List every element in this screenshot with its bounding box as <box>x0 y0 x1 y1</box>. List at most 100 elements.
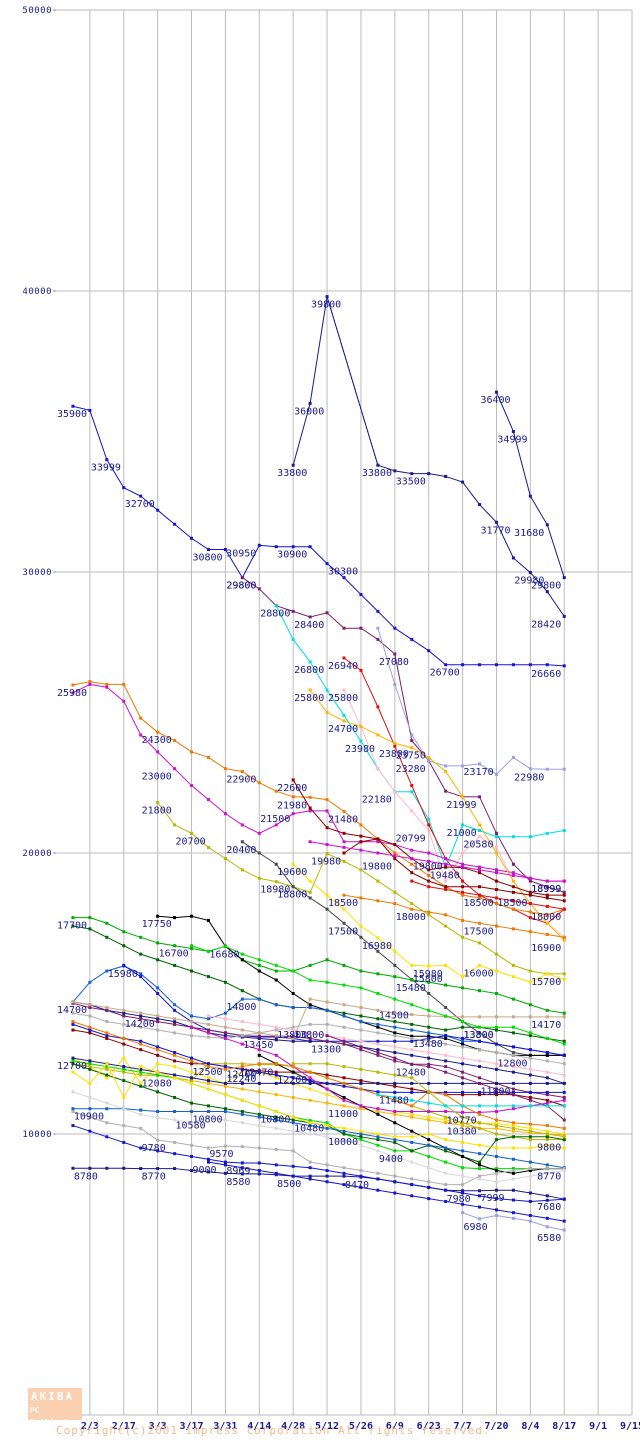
svg-text:14200: 14200 <box>125 1019 155 1030</box>
svg-text:28420: 28420 <box>531 619 561 630</box>
svg-text:8770: 8770 <box>142 1172 166 1183</box>
svg-text:7980: 7980 <box>447 1194 471 1205</box>
series-s48 <box>71 1062 566 1150</box>
svg-text:2/17: 2/17 <box>112 1421 136 1432</box>
svg-text:6580: 6580 <box>537 1233 561 1244</box>
svg-text:17700: 17700 <box>57 921 87 932</box>
svg-text:10000: 10000 <box>22 1130 52 1140</box>
svg-text:23280: 23280 <box>396 764 426 775</box>
akiba-logo-line2: PC Hotline! <box>30 1406 69 1427</box>
akiba-logo-line1: AKIBA <box>31 1390 75 1403</box>
svg-text:18000: 18000 <box>531 912 561 923</box>
svg-text:14800: 14800 <box>226 1002 256 1013</box>
svg-text:9800: 9800 <box>537 1143 561 1154</box>
svg-text:24300: 24300 <box>142 735 172 746</box>
svg-text:16980: 16980 <box>362 941 392 952</box>
svg-text:8770: 8770 <box>537 1172 561 1183</box>
svg-text:34999: 34999 <box>497 435 527 446</box>
svg-text:14500: 14500 <box>379 1011 409 1022</box>
svg-text:8969: 8969 <box>226 1166 250 1177</box>
svg-text:18000: 18000 <box>396 912 426 923</box>
svg-text:7680: 7680 <box>537 1202 561 1213</box>
svg-text:22600: 22600 <box>277 783 307 794</box>
svg-text:15980: 15980 <box>413 969 443 980</box>
svg-text:19980: 19980 <box>311 857 341 868</box>
series-s09 <box>71 680 566 917</box>
series-s08 <box>376 626 566 776</box>
svg-text:33999: 33999 <box>91 463 121 474</box>
svg-text:26800: 26800 <box>294 665 324 676</box>
svg-text:25800: 25800 <box>328 693 358 704</box>
svg-text:9000: 9000 <box>192 1165 216 1176</box>
svg-text:39800: 39800 <box>311 300 341 311</box>
copyright-footer: Copyright(c)2001 impress corporation All… <box>56 1388 576 1437</box>
svg-text:29980: 29980 <box>514 576 544 587</box>
svg-text:30950: 30950 <box>226 548 256 559</box>
svg-text:15700: 15700 <box>531 977 561 988</box>
svg-text:40000: 40000 <box>22 287 52 297</box>
svg-text:18500: 18500 <box>464 898 494 909</box>
series-s30 <box>71 997 566 1040</box>
svg-text:29800: 29800 <box>226 581 256 592</box>
series-group <box>71 295 566 1232</box>
svg-text:14170: 14170 <box>531 1020 561 1031</box>
svg-text:12700: 12700 <box>57 1061 87 1072</box>
svg-text:29800: 29800 <box>531 581 561 592</box>
svg-text:16700: 16700 <box>159 949 189 960</box>
svg-text:30900: 30900 <box>277 550 307 561</box>
svg-text:13800: 13800 <box>464 1030 494 1041</box>
svg-text:12200: 12200 <box>277 1075 307 1086</box>
x-axis-labels: 2/3 2/17 3/3 3/17 3/31 4/14 4/28 5/12 5/26 6/9 6/2… <box>81 1421 640 1432</box>
svg-text:20799: 20799 <box>396 834 426 845</box>
series-s41 <box>71 1124 566 1203</box>
svg-text:11800: 11800 <box>480 1086 510 1097</box>
svg-text:50000: 50000 <box>22 6 52 16</box>
svg-text:21500: 21500 <box>260 814 290 825</box>
series-s51 <box>308 840 566 883</box>
svg-text:3/3: 3/3 <box>149 1421 167 1432</box>
series-s25 <box>71 1011 566 1066</box>
svg-text:9570: 9570 <box>209 1149 233 1160</box>
svg-text:18980: 18980 <box>260 885 290 896</box>
svg-text:20700: 20700 <box>176 836 206 847</box>
svg-text:13450: 13450 <box>243 1040 273 1051</box>
akiba-logo: AKIBA PC Hotline! <box>28 1388 82 1427</box>
svg-text:17500: 17500 <box>464 926 494 937</box>
svg-text:33800: 33800 <box>277 468 307 479</box>
svg-text:11000: 11000 <box>328 1109 358 1120</box>
svg-text:18500: 18500 <box>328 898 358 909</box>
svg-text:26700: 26700 <box>430 668 460 679</box>
svg-text:23000: 23000 <box>142 772 172 783</box>
svg-text:31680: 31680 <box>514 528 544 539</box>
svg-text:33800: 33800 <box>362 468 392 479</box>
series-s10 <box>71 682 566 883</box>
svg-text:28800: 28800 <box>260 609 290 620</box>
series-s16 <box>291 862 566 984</box>
svg-text:7/20: 7/20 <box>484 1421 508 1432</box>
svg-text:17750: 17750 <box>142 919 172 930</box>
svg-text:21000: 21000 <box>447 828 477 839</box>
svg-text:23170: 23170 <box>464 767 494 778</box>
svg-text:8580: 8580 <box>226 1177 250 1188</box>
svg-text:12480: 12480 <box>396 1067 426 1078</box>
svg-text:11480: 11480 <box>379 1095 409 1106</box>
svg-text:30800: 30800 <box>192 553 222 564</box>
svg-text:16680: 16680 <box>209 949 239 960</box>
svg-text:19480: 19480 <box>430 871 460 882</box>
svg-text:8/17: 8/17 <box>552 1421 576 1432</box>
svg-text:20000: 20000 <box>22 849 52 859</box>
svg-text:36000: 36000 <box>294 406 324 417</box>
svg-text:23800: 23800 <box>379 749 409 760</box>
y-axis-labels: 01000020000300004000050000 <box>22 6 56 1421</box>
svg-text:10580: 10580 <box>176 1121 206 1132</box>
svg-text:21980: 21980 <box>277 800 307 811</box>
svg-text:10480: 10480 <box>294 1124 324 1135</box>
svg-text:9780: 9780 <box>142 1143 166 1154</box>
svg-text:6/9: 6/9 <box>386 1421 404 1432</box>
svg-text:15480: 15480 <box>396 983 426 994</box>
svg-text:18999: 18999 <box>531 884 561 895</box>
svg-text:13800: 13800 <box>464 1030 494 1041</box>
series-s45 <box>206 1014 566 1077</box>
svg-text:10800: 10800 <box>192 1115 222 1126</box>
